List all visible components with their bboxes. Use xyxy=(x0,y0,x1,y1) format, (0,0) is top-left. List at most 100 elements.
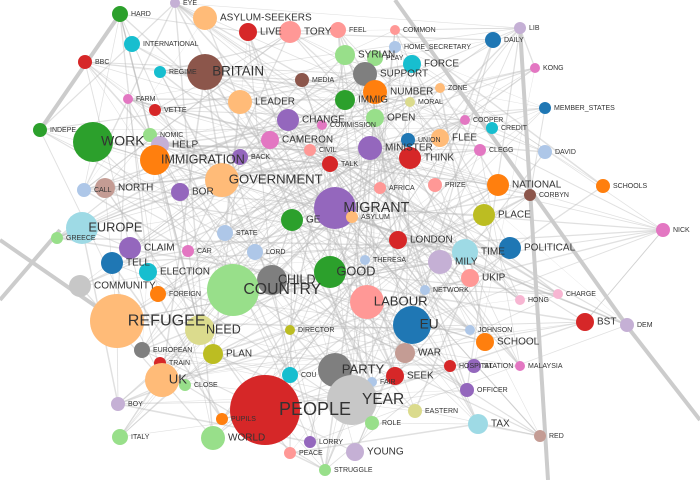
node-label: DEM xyxy=(637,322,653,329)
node xyxy=(538,145,552,159)
node-label: CALL xyxy=(94,187,112,194)
edge xyxy=(269,139,664,231)
node-label: PEOPLE xyxy=(279,399,351,419)
edge xyxy=(83,31,291,191)
edge xyxy=(271,279,468,391)
node-label: HARD xyxy=(131,11,151,18)
edge xyxy=(344,54,546,153)
node xyxy=(304,436,316,448)
node xyxy=(140,145,170,175)
edge xyxy=(204,71,223,181)
edge xyxy=(479,149,521,367)
edge xyxy=(79,119,466,287)
edge xyxy=(628,328,700,422)
edge xyxy=(394,29,521,301)
edge xyxy=(111,262,396,377)
edge xyxy=(394,365,451,377)
node xyxy=(428,178,442,192)
edge xyxy=(187,73,366,252)
node-label: CAMERON xyxy=(282,135,333,146)
edge xyxy=(119,13,249,33)
edge xyxy=(84,61,366,75)
node xyxy=(524,189,536,201)
node-label: BOY xyxy=(128,401,143,408)
node xyxy=(468,414,488,434)
edge xyxy=(529,107,546,196)
node-label: NETWORK xyxy=(433,287,469,294)
nodes: HARD EYE ASYLUM-SEEKERS LIVE TORY FEEL COMMON L… xyxy=(33,0,690,476)
node-label: NICK xyxy=(673,227,690,234)
edge xyxy=(271,87,441,281)
node xyxy=(279,21,301,43)
node xyxy=(205,163,239,197)
edge xyxy=(84,61,411,103)
node xyxy=(284,447,296,459)
edge xyxy=(104,134,151,189)
node-label: JOHNSON xyxy=(478,327,512,334)
node-label: UKIP xyxy=(482,273,506,284)
edge xyxy=(269,139,331,165)
edge xyxy=(187,207,336,252)
edge xyxy=(147,251,466,273)
node xyxy=(154,66,166,78)
edge xyxy=(289,31,628,326)
node-label: BBC xyxy=(95,59,109,66)
node-label: DAVID xyxy=(555,149,576,156)
node-label: MORAL xyxy=(418,99,443,106)
node xyxy=(399,147,421,169)
edge xyxy=(39,101,241,131)
edge xyxy=(424,39,494,291)
node-label: TIME xyxy=(481,247,505,258)
edge xyxy=(221,149,481,420)
node-label: TORY xyxy=(304,27,332,38)
edge xyxy=(254,251,471,279)
node xyxy=(515,361,525,371)
edge xyxy=(439,67,536,139)
edge xyxy=(224,232,291,376)
edge xyxy=(379,29,396,189)
node-label: HONG xyxy=(528,297,549,304)
edge xyxy=(287,119,521,301)
edge xyxy=(364,187,381,261)
node xyxy=(170,0,180,8)
edge xyxy=(111,73,366,264)
edge xyxy=(287,119,521,301)
edge xyxy=(289,31,366,75)
edge xyxy=(289,329,326,471)
edge xyxy=(159,71,256,253)
node-label: EYE xyxy=(183,0,197,7)
edge xyxy=(224,117,376,234)
edge xyxy=(174,2,411,159)
edge xyxy=(309,149,521,301)
node xyxy=(314,187,356,229)
node-label: BOR xyxy=(192,187,214,198)
edge xyxy=(289,452,326,471)
node xyxy=(656,223,670,237)
node xyxy=(277,109,299,131)
edge xyxy=(469,185,604,279)
edge xyxy=(111,27,521,264)
edge xyxy=(84,61,413,326)
edge xyxy=(232,67,536,291)
edge xyxy=(518,27,550,480)
node-label: TRAIN xyxy=(169,360,190,367)
node-label: FOREIGN xyxy=(169,291,201,298)
edge xyxy=(466,27,521,391)
edge xyxy=(204,71,323,126)
node-label: STATE xyxy=(236,230,258,237)
edge xyxy=(83,17,206,191)
edge xyxy=(79,239,399,287)
edge xyxy=(289,31,409,141)
edge xyxy=(119,13,149,273)
node xyxy=(401,133,415,147)
edge xyxy=(83,31,291,191)
edge xyxy=(154,109,416,412)
edge xyxy=(289,423,479,454)
node-label: PRIZE xyxy=(445,182,466,189)
node-label: SCHOOLS xyxy=(613,183,648,190)
node xyxy=(203,344,223,364)
edge xyxy=(289,147,371,331)
edge xyxy=(434,184,521,301)
node xyxy=(285,325,295,335)
node xyxy=(530,63,540,73)
